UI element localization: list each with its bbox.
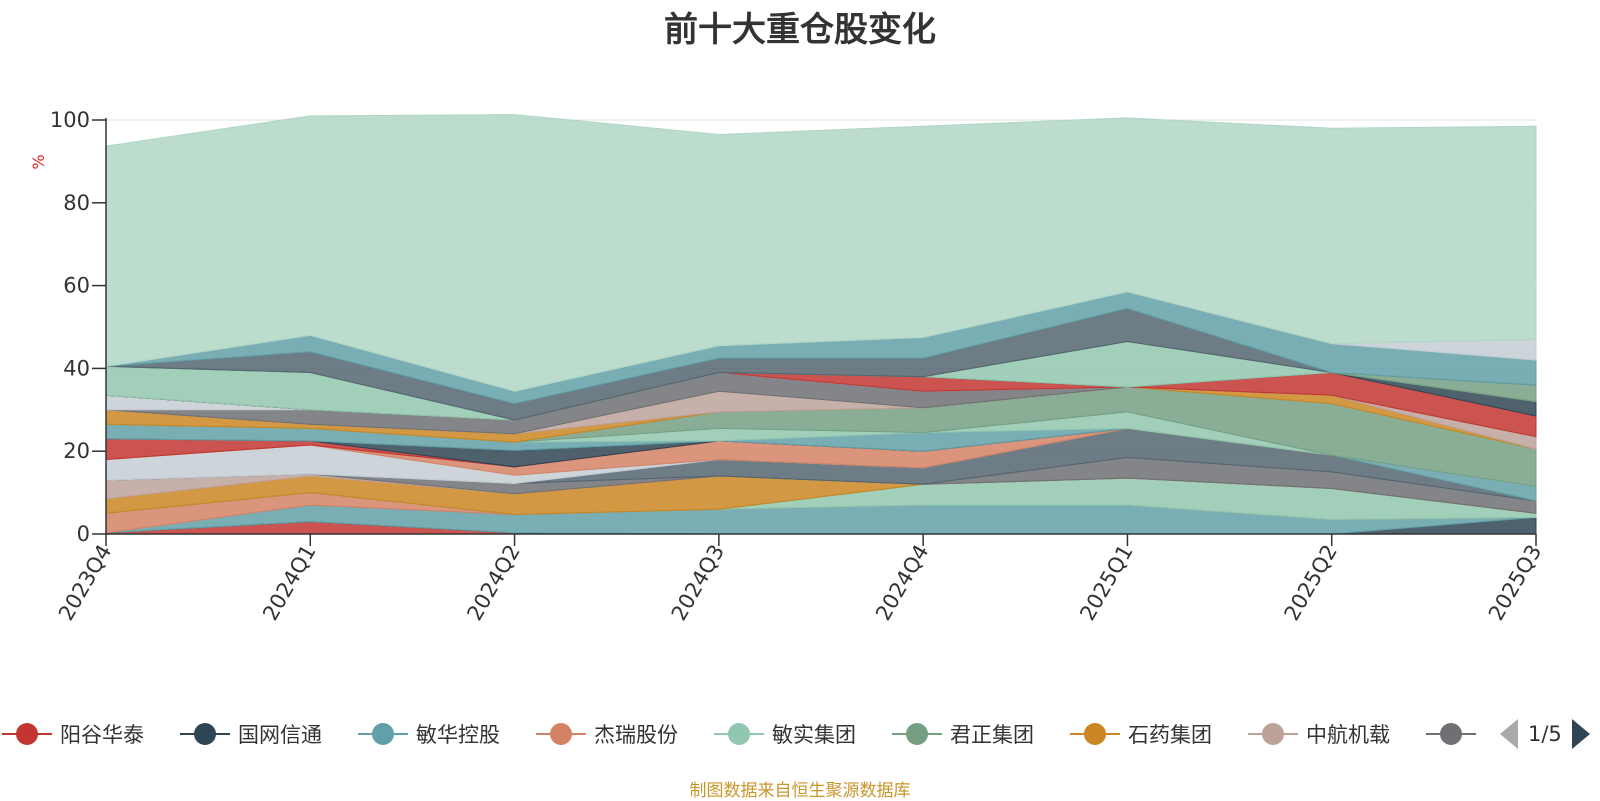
chart-area: 阳谷华泰国网信通敏华控股杰瑞股份敏实集团君正集团石药集团中航机载国电南瑞中国神华… bbox=[29, 108, 1546, 625]
x-tick-label: 2025Q1 bbox=[1075, 541, 1137, 625]
y-tick-label: 20 bbox=[63, 439, 90, 463]
legend-label: 中航机载 bbox=[1306, 723, 1390, 747]
y-tick-label: 80 bbox=[63, 191, 90, 215]
legend-marker-icon bbox=[180, 721, 230, 747]
legend-marker-icon bbox=[892, 721, 942, 747]
legend-page-indicator: 1/5 bbox=[1528, 722, 1562, 746]
legend-marker-icon bbox=[1070, 721, 1120, 747]
x-tick-label: 2024Q2 bbox=[462, 541, 524, 625]
legend-marker-icon bbox=[536, 721, 586, 747]
x-tick-label: 2024Q3 bbox=[667, 541, 729, 625]
legend-item[interactable]: 石药集团 bbox=[1070, 716, 1212, 752]
legend-item[interactable]: 敏华控股 bbox=[358, 716, 500, 752]
legend-marker-icon bbox=[714, 721, 764, 747]
legend-item[interactable]: 杰瑞股份 bbox=[536, 716, 678, 752]
legend-item[interactable]: 国网信通 bbox=[180, 716, 322, 752]
legend-label: 国网信通 bbox=[238, 723, 322, 747]
legend-items: 阳谷华泰 国网信通 敏华控股 杰瑞股份 敏实集团 君正集团 石药集团 中航机载 bbox=[0, 716, 1478, 752]
legend-prev-page-button[interactable] bbox=[1500, 719, 1518, 749]
chart-title: 前十大重仓股变化 bbox=[664, 10, 936, 50]
x-tick-label: 2024Q1 bbox=[258, 541, 320, 625]
legend-label: 阳谷华泰 bbox=[60, 723, 144, 747]
legend-label: 敏华控股 bbox=[416, 723, 500, 747]
legend-item[interactable]: 阳谷华泰 bbox=[2, 716, 144, 752]
legend-label: 杰瑞股份 bbox=[594, 723, 678, 747]
legend-label: 敏实集团 bbox=[772, 723, 856, 747]
legend-marker-icon bbox=[358, 721, 408, 747]
legend-marker-icon bbox=[2, 721, 52, 747]
legend-label: 石药集团 bbox=[1128, 723, 1212, 747]
y-tick-label: 100 bbox=[50, 108, 90, 132]
area-layer: 阳谷华泰国网信通敏华控股杰瑞股份敏实集团君正集团石药集团中航机载国电南瑞中国神华… bbox=[105, 114, 1537, 535]
area-series[interactable]: 其他 bbox=[105, 114, 1537, 392]
legend-marker-icon bbox=[1426, 721, 1476, 747]
legend-item[interactable]: 君正集团 bbox=[892, 716, 1034, 752]
legend-item[interactable]: 敏实集团 bbox=[714, 716, 856, 752]
legend-label: 君正集团 bbox=[950, 723, 1034, 747]
y-tick-label: 60 bbox=[63, 274, 90, 298]
legend-marker-icon bbox=[1248, 721, 1298, 747]
source-note: 制图数据来自恒生聚源数据库 bbox=[689, 781, 911, 801]
legend-next-page-button[interactable] bbox=[1571, 719, 1590, 749]
legend-pager: 1/5 bbox=[1500, 716, 1590, 752]
y-axis-label: % bbox=[29, 154, 48, 169]
legend-item[interactable]: 中航机载 bbox=[1248, 716, 1390, 752]
legend-item[interactable] bbox=[1426, 716, 1478, 752]
y-tick-label: 40 bbox=[63, 356, 90, 380]
x-tick-label: 2025Q2 bbox=[1280, 541, 1342, 625]
x-tick-label: 2025Q3 bbox=[1484, 541, 1546, 625]
x-tick-label: 2024Q4 bbox=[871, 541, 933, 625]
legend: 阳谷华泰 国网信通 敏华控股 杰瑞股份 敏实集团 君正集团 石药集团 中航机载 bbox=[0, 716, 1600, 752]
y-tick-label: 0 bbox=[77, 522, 90, 546]
x-tick-label: 2023Q4 bbox=[54, 541, 116, 625]
